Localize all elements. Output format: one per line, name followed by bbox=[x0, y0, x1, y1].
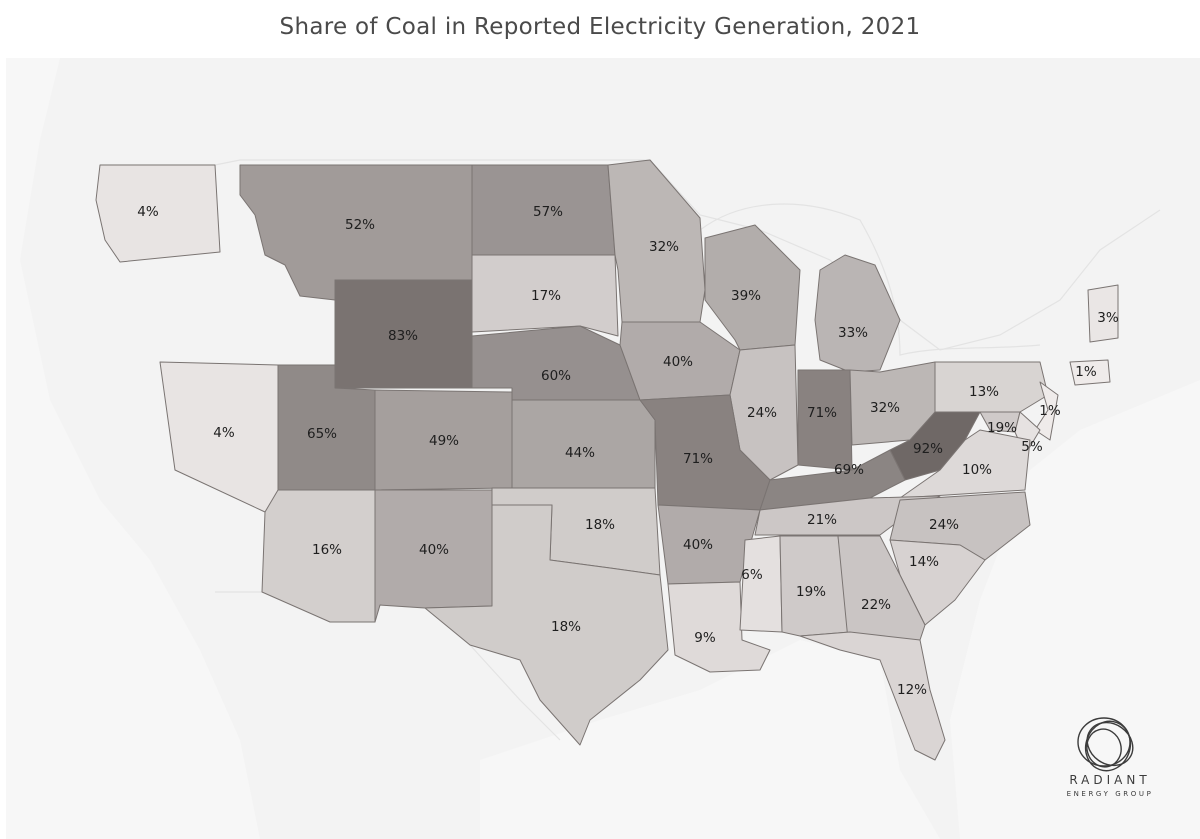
state-label-nj: 1% bbox=[1039, 403, 1061, 419]
state-wv[interactable] bbox=[889, 411, 981, 481]
logo-subtitle: ENERGY GROUP bbox=[1066, 790, 1154, 798]
state-label-tn: 21% bbox=[807, 512, 837, 528]
state-la[interactable] bbox=[667, 581, 771, 673]
state-nj[interactable] bbox=[1034, 381, 1059, 441]
state-label-wa: 4% bbox=[137, 204, 159, 220]
state-label-nv: 4% bbox=[213, 425, 235, 441]
state-label-az: 16% bbox=[312, 542, 342, 558]
state-fl[interactable] bbox=[799, 631, 946, 761]
labels-layer: 4% 52% 57% 32% 17% 83% 39% 33% 4% 65% 49% 60% 40% 24%… bbox=[137, 204, 1119, 698]
state-ct[interactable] bbox=[1069, 359, 1111, 386]
state-tx[interactable] bbox=[424, 504, 669, 746]
map-title: Share of Coal in Reported Electricity Ge… bbox=[279, 14, 921, 40]
state-label-la: 9% bbox=[694, 630, 716, 646]
state-label-il: 24% bbox=[747, 405, 777, 421]
state-mi[interactable] bbox=[814, 254, 901, 373]
state-label-mo: 71% bbox=[683, 451, 713, 467]
state-wa[interactable] bbox=[95, 164, 221, 263]
state-label-mt: 52% bbox=[345, 217, 375, 233]
state-label-wi: 39% bbox=[731, 288, 761, 304]
ocean-area bbox=[6, 58, 260, 839]
state-label-pa: 13% bbox=[969, 384, 999, 400]
gulf-area bbox=[480, 640, 940, 839]
state-label-ms: 6% bbox=[741, 567, 763, 583]
great-lakes-outline bbox=[699, 203, 1041, 356]
state-label-ok: 18% bbox=[585, 517, 615, 533]
state-label-ia: 40% bbox=[663, 354, 693, 370]
state-label-sd: 17% bbox=[531, 288, 561, 304]
state-label-mi: 33% bbox=[838, 325, 868, 341]
state-label-tx: 18% bbox=[551, 619, 581, 635]
state-label-ky: 69% bbox=[834, 462, 864, 478]
state-label-ks: 44% bbox=[565, 445, 595, 461]
state-label-sc: 14% bbox=[909, 554, 939, 570]
states-layer bbox=[95, 159, 1119, 761]
canada-border-line bbox=[100, 159, 1161, 351]
radiant-logo-icon bbox=[1077, 717, 1134, 772]
state-label-de: 5% bbox=[1021, 439, 1043, 455]
state-label-nm: 40% bbox=[419, 542, 449, 558]
state-ms[interactable] bbox=[739, 535, 783, 633]
state-label-in: 71% bbox=[807, 405, 837, 421]
state-label-wv: 92% bbox=[913, 441, 943, 457]
state-nh[interactable] bbox=[1087, 284, 1119, 343]
state-label-md: 19% bbox=[987, 420, 1017, 436]
state-label-ut: 65% bbox=[307, 426, 337, 442]
state-ks[interactable] bbox=[511, 399, 656, 489]
state-label-nd: 57% bbox=[533, 204, 563, 220]
logo-name: RADIANT bbox=[1069, 773, 1151, 787]
state-label-ar: 40% bbox=[683, 537, 713, 553]
state-label-nh: 3% bbox=[1097, 310, 1119, 326]
state-label-ne: 60% bbox=[541, 368, 571, 384]
state-label-mn: 32% bbox=[649, 239, 679, 255]
state-label-ga: 22% bbox=[861, 597, 891, 613]
state-label-nc: 24% bbox=[929, 517, 959, 533]
state-label-ct: 1% bbox=[1075, 364, 1097, 380]
state-label-va: 10% bbox=[962, 462, 992, 478]
atlantic-area bbox=[950, 380, 1200, 839]
state-label-wy: 83% bbox=[388, 328, 418, 344]
state-label-al: 19% bbox=[796, 584, 826, 600]
state-label-co: 49% bbox=[429, 433, 459, 449]
state-label-oh: 32% bbox=[870, 400, 900, 416]
state-label-fl: 12% bbox=[897, 682, 927, 698]
state-pa[interactable] bbox=[934, 361, 1049, 413]
